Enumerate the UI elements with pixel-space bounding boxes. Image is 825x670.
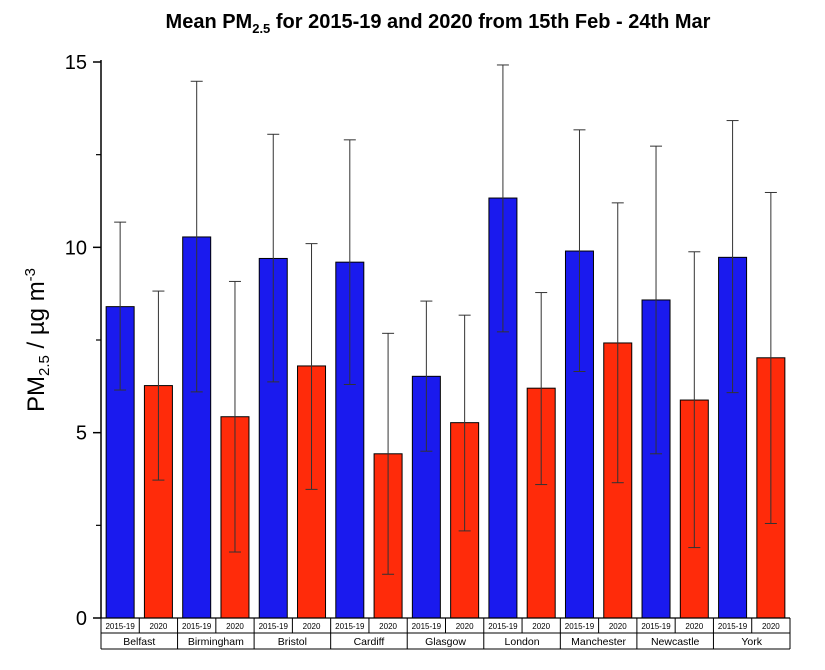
category-label: Manchester bbox=[571, 636, 626, 648]
category-label: Birmingham bbox=[188, 636, 244, 648]
category-label: Bristol bbox=[278, 636, 307, 648]
category-label: London bbox=[505, 636, 540, 648]
y-tick-label: 15 bbox=[65, 52, 87, 74]
series-label: 2015-19 bbox=[488, 622, 518, 631]
category-label: Glasgow bbox=[425, 636, 466, 648]
y-tick-label: 0 bbox=[76, 608, 87, 630]
series-label: 2015-19 bbox=[565, 622, 595, 631]
series-label: 2020 bbox=[532, 622, 550, 631]
series-label: 2015-19 bbox=[641, 622, 671, 631]
series-label: 2020 bbox=[150, 622, 168, 631]
series-label: 2020 bbox=[762, 622, 780, 631]
series-label: 2020 bbox=[609, 622, 627, 631]
series-label: 2020 bbox=[303, 622, 321, 631]
series-label: 2015-19 bbox=[718, 622, 748, 631]
series-label: 2015-19 bbox=[259, 622, 289, 631]
category-label: Belfast bbox=[123, 636, 155, 648]
y-tick-label: 5 bbox=[76, 423, 87, 445]
y-tick-label: 10 bbox=[65, 237, 87, 259]
category-label: York bbox=[741, 636, 762, 648]
series-label: 2015-19 bbox=[105, 622, 135, 631]
category-label: Newcastle bbox=[651, 636, 700, 648]
plot-area: 0 5 10 15 2015-19 2020 Belfast 2015-19 2020 Birmi… bbox=[65, 52, 791, 650]
series-label: 2015-19 bbox=[182, 622, 212, 631]
series-label: 2020 bbox=[379, 622, 397, 631]
y-axis-label: PM2.5 / µg m-3 bbox=[22, 268, 53, 412]
series-label: 2015-19 bbox=[335, 622, 365, 631]
category-label: Cardiff bbox=[354, 636, 385, 648]
series-label: 2020 bbox=[685, 622, 703, 631]
series-label: 2020 bbox=[226, 622, 244, 631]
series-label: 2015-19 bbox=[412, 622, 442, 631]
chart-title: Mean PM2.5 for 2015-19 and 2020 from 15t… bbox=[166, 11, 711, 36]
series-label: 2020 bbox=[456, 622, 474, 631]
